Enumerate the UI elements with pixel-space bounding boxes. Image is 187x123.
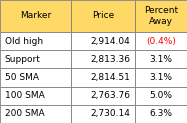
Bar	[135, 68, 187, 87]
Bar	[71, 87, 135, 105]
Text: 2,813.36: 2,813.36	[90, 55, 130, 64]
Text: 3.1%: 3.1%	[149, 55, 172, 64]
Bar	[71, 32, 135, 50]
Text: Percent
Away: Percent Away	[144, 6, 178, 26]
Bar	[0, 87, 71, 105]
Bar	[0, 68, 71, 87]
Bar	[71, 50, 135, 68]
Text: Support: Support	[5, 55, 41, 64]
Bar	[71, 0, 135, 32]
Text: 50 SMA: 50 SMA	[5, 73, 39, 82]
Text: 2,763.76: 2,763.76	[90, 91, 130, 100]
Text: 2,914.04: 2,914.04	[90, 37, 130, 46]
Text: Old high: Old high	[5, 37, 43, 46]
Bar	[0, 32, 71, 50]
Bar	[135, 32, 187, 50]
Text: 2,730.14: 2,730.14	[90, 109, 130, 118]
Text: 200 SMA: 200 SMA	[5, 109, 44, 118]
Bar	[0, 105, 71, 123]
Bar	[135, 50, 187, 68]
Text: 2,814.51: 2,814.51	[90, 73, 130, 82]
Text: 6.3%: 6.3%	[149, 109, 172, 118]
Bar	[135, 105, 187, 123]
Bar	[135, 87, 187, 105]
Bar	[0, 0, 71, 32]
Bar	[0, 50, 71, 68]
Bar	[135, 0, 187, 32]
Text: 5.0%: 5.0%	[149, 91, 172, 100]
Bar	[71, 105, 135, 123]
Text: (0.4%): (0.4%)	[146, 37, 176, 46]
Text: Marker: Marker	[20, 11, 51, 21]
Bar	[71, 68, 135, 87]
Text: 3.1%: 3.1%	[149, 73, 172, 82]
Text: Price: Price	[92, 11, 114, 21]
Text: 100 SMA: 100 SMA	[5, 91, 45, 100]
